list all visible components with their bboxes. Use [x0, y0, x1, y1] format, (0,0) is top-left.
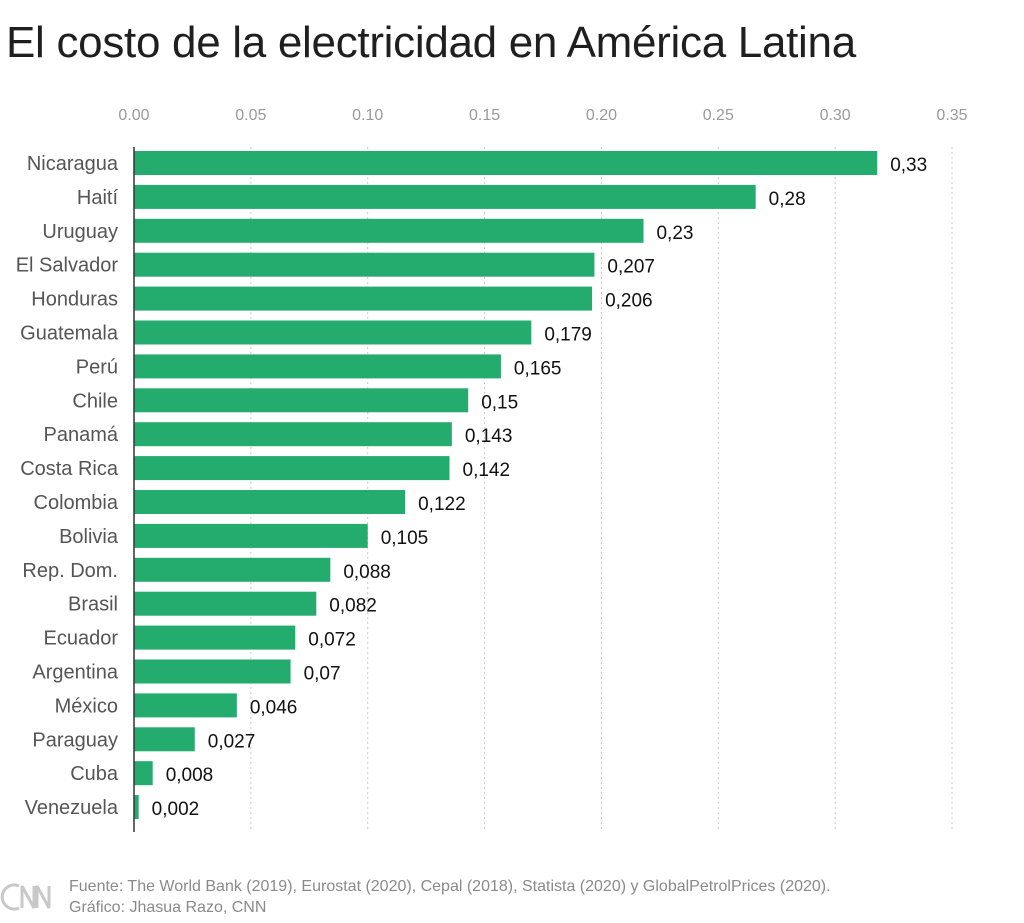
chart-title: El costo de la electricidad en América L… — [6, 18, 856, 67]
footer: Fuente: The World Bank (2019), Eurostat … — [0, 868, 1024, 923]
x-tick-labels: 0.00 0.05 0.10 0.15 0.20 0.25 0.30 0.35 — [118, 107, 967, 124]
bar — [134, 795, 139, 820]
category-label: Ecuador — [44, 628, 119, 650]
value-label: 0,206 — [605, 291, 653, 312]
bar — [134, 354, 501, 379]
x-tick-label: 0.00 — [118, 107, 149, 124]
value-label: 0,207 — [607, 257, 655, 278]
bar — [134, 693, 237, 718]
category-label: Chile — [72, 390, 118, 412]
category-label: Haití — [77, 187, 119, 209]
x-tick-label: 0.10 — [352, 107, 383, 124]
category-label: Perú — [76, 356, 118, 378]
grid-lines — [250, 147, 953, 832]
bar — [134, 184, 756, 209]
x-tick-label: 0.35 — [936, 107, 967, 124]
bar — [134, 388, 469, 413]
category-labels: Nicaragua Haití Uruguay El Salvador Honduras… — [16, 153, 119, 819]
bar — [134, 286, 593, 311]
bar — [134, 422, 452, 447]
category-label: Venezuela — [25, 797, 119, 819]
bar — [134, 151, 878, 175]
bars — [134, 151, 878, 820]
category-label: Nicaragua — [27, 153, 119, 175]
category-label: Honduras — [31, 289, 118, 311]
bar — [134, 591, 317, 616]
bar — [134, 252, 595, 277]
category-label: El Salvador — [16, 255, 119, 277]
category-label: Argentina — [32, 662, 118, 684]
bar — [134, 761, 153, 786]
category-label: Bolivia — [59, 526, 119, 548]
x-tick-label: 0.25 — [703, 107, 734, 124]
category-label: México — [55, 695, 118, 717]
category-label: Costa Rica — [20, 458, 119, 480]
value-label: 0,008 — [166, 765, 214, 786]
category-label: Rep. Dom. — [22, 560, 118, 582]
bar — [134, 727, 195, 752]
category-label: Cuba — [70, 763, 119, 785]
bar — [134, 490, 406, 514]
x-tick-label: 0.05 — [235, 107, 266, 124]
bar — [134, 320, 532, 345]
source-text: Fuente: The World Bank (2019), Eurostat … — [69, 878, 831, 895]
value-labels: 0,33 0,28 0,230,207 0,206 0,179 0,165 0,15 0,14… — [152, 155, 928, 820]
value-label: 0,28 — [769, 189, 806, 210]
x-tick-label: 0.30 — [820, 107, 851, 124]
bar — [134, 659, 291, 684]
bar — [134, 456, 450, 481]
value-label: 0,15 — [481, 392, 518, 413]
bar — [134, 625, 296, 650]
value-label: 0,002 — [152, 799, 200, 820]
category-label: Uruguay — [42, 221, 118, 243]
value-label: 0,179 — [544, 325, 592, 346]
cnn-logo-icon — [0, 883, 51, 911]
bar — [134, 218, 644, 243]
value-label: 0,33 — [890, 155, 927, 176]
value-label: 0,122 — [418, 494, 466, 515]
bar-chart: 0.00 0.05 0.10 0.15 0.20 0.25 0.30 0.35 Nicarag… — [16, 107, 968, 832]
value-label: 0,23 — [656, 223, 693, 244]
credit-text: Gráfico: Jhasua Razo, CNN — [69, 899, 267, 916]
category-label: Paraguay — [32, 729, 118, 751]
x-tick-label: 0.15 — [469, 107, 500, 124]
category-label: Brasil — [68, 594, 118, 616]
category-label: Panamá — [44, 424, 119, 446]
value-label: 0,142 — [463, 460, 511, 481]
x-tick-label: 0.20 — [586, 107, 617, 124]
value-label: 0,07 — [304, 664, 341, 685]
bar — [134, 557, 331, 582]
value-label: 0,105 — [381, 528, 429, 549]
value-label: 0,088 — [343, 562, 391, 583]
value-label: 0,046 — [250, 697, 298, 718]
value-label: 0,165 — [514, 358, 562, 379]
value-label: 0,072 — [308, 630, 356, 651]
value-label: 0,027 — [208, 731, 256, 752]
bar — [134, 523, 368, 548]
value-label: 0,082 — [329, 596, 377, 617]
category-label: Colombia — [34, 492, 119, 514]
category-label: Guatemala — [20, 323, 119, 345]
value-label: 0,143 — [465, 426, 513, 447]
